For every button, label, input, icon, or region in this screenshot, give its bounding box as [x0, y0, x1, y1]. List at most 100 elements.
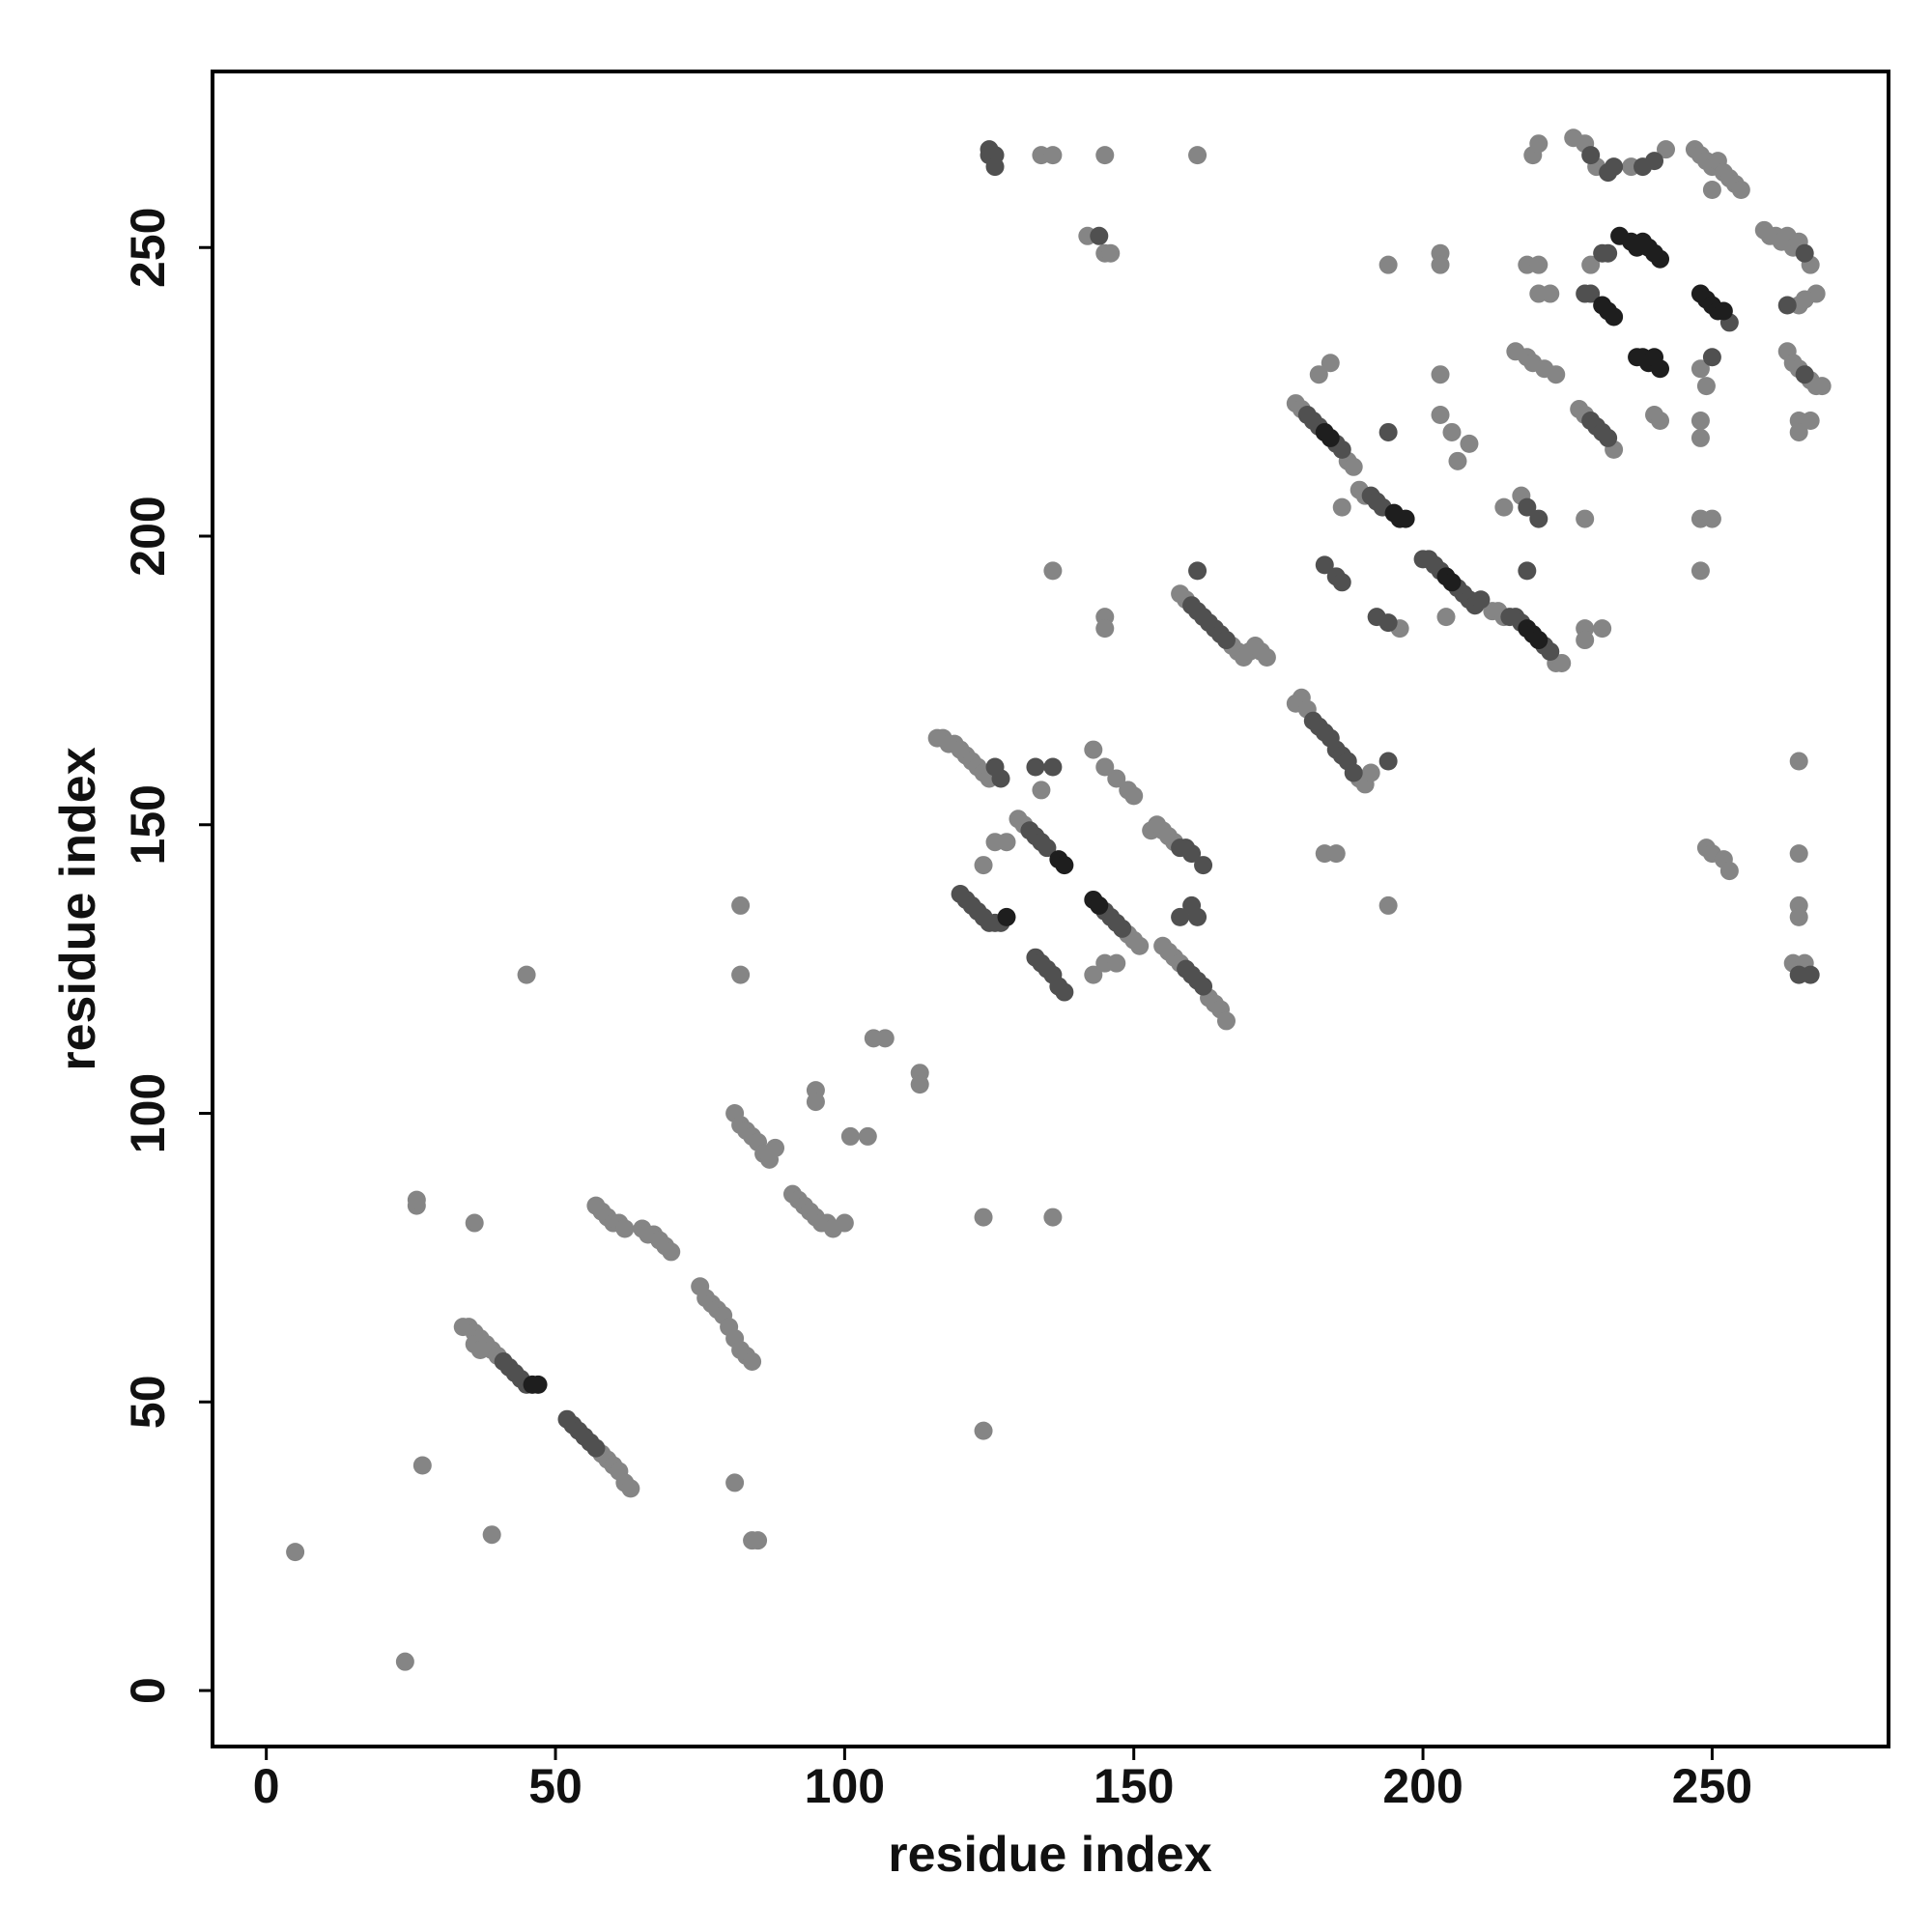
point: [1378, 613, 1398, 633]
point: [1529, 255, 1548, 274]
point: [991, 769, 1010, 788]
point: [1547, 365, 1566, 384]
point: [1055, 856, 1074, 875]
point: [1378, 895, 1398, 915]
point: [1789, 752, 1808, 771]
point: [1702, 509, 1721, 528]
point: [1309, 365, 1328, 384]
point: [615, 1219, 635, 1238]
point: [1431, 255, 1450, 274]
point: [1107, 769, 1126, 788]
point: [1217, 1011, 1236, 1031]
x-tick-label: 50: [528, 1759, 582, 1813]
point: [1344, 763, 1363, 782]
point: [731, 895, 751, 915]
point: [1436, 608, 1456, 627]
point: [1026, 757, 1045, 777]
x-tick-label: 100: [805, 1759, 885, 1813]
point: [806, 1093, 825, 1112]
point: [840, 1126, 860, 1146]
point: [465, 1213, 484, 1233]
point: [1690, 428, 1710, 447]
point: [858, 1126, 877, 1146]
point: [1194, 856, 1213, 875]
point: [1581, 146, 1601, 165]
point: [1095, 146, 1115, 165]
point: [1702, 348, 1721, 367]
point: [1107, 953, 1126, 973]
y-tick-label: 250: [121, 208, 175, 288]
point: [1378, 255, 1398, 274]
point: [1657, 140, 1676, 159]
point: [1645, 152, 1664, 171]
point: [1812, 377, 1832, 396]
point: [1789, 907, 1808, 926]
point: [1321, 354, 1340, 373]
point: [1529, 509, 1548, 528]
point: [1593, 619, 1612, 639]
point: [1095, 619, 1115, 639]
x-tick-label: 250: [1672, 1759, 1752, 1813]
point: [1130, 936, 1150, 955]
point: [1257, 647, 1276, 667]
point: [766, 1138, 785, 1157]
y-tick-label: 150: [121, 784, 175, 865]
point: [1789, 422, 1808, 441]
point: [1095, 757, 1115, 777]
point: [1448, 451, 1467, 470]
point: [1714, 301, 1733, 321]
x-axis-label: residue index: [888, 1827, 1211, 1883]
point: [1043, 1208, 1063, 1227]
point: [1599, 243, 1618, 263]
point: [1084, 740, 1103, 759]
point: [1696, 377, 1716, 396]
y-tick-label: 200: [121, 496, 175, 576]
x-tick-label: 0: [253, 1759, 280, 1813]
point: [1460, 434, 1479, 453]
point: [997, 907, 1016, 926]
point: [1581, 284, 1601, 303]
point: [528, 1375, 548, 1394]
point: [1795, 243, 1814, 263]
point: [1171, 907, 1190, 926]
point: [1084, 965, 1103, 984]
x-tick-label: 150: [1094, 1759, 1174, 1813]
point: [980, 140, 999, 159]
point: [586, 1438, 606, 1458]
point: [1378, 422, 1398, 441]
y-tick-label: 50: [121, 1375, 175, 1429]
y-tick-label: 0: [121, 1677, 175, 1704]
point: [1043, 146, 1063, 165]
point: [1332, 573, 1351, 592]
point: [1431, 365, 1450, 384]
point: [1576, 631, 1595, 650]
point: [517, 965, 536, 984]
point: [1731, 180, 1750, 199]
point: [1032, 781, 1051, 800]
point: [1690, 359, 1710, 379]
point: [1332, 497, 1351, 517]
point: [1471, 590, 1491, 610]
point: [1321, 428, 1340, 447]
point: [1037, 838, 1057, 858]
point: [1581, 255, 1601, 274]
point: [1442, 422, 1462, 441]
y-axis-label: residue index: [50, 747, 106, 1070]
point: [1518, 497, 1537, 517]
point: [910, 1075, 929, 1094]
point: [725, 1473, 745, 1492]
point: [1194, 977, 1213, 996]
point: [1719, 862, 1739, 881]
point: [997, 833, 1016, 852]
x-tick-label: 200: [1382, 1759, 1463, 1813]
point: [835, 1213, 854, 1233]
point: [1182, 844, 1202, 864]
point: [1043, 561, 1063, 581]
point: [1332, 440, 1351, 459]
point: [621, 1479, 640, 1498]
point: [985, 157, 1005, 177]
point: [1576, 509, 1595, 528]
point: [482, 1525, 501, 1545]
point: [875, 1029, 895, 1048]
